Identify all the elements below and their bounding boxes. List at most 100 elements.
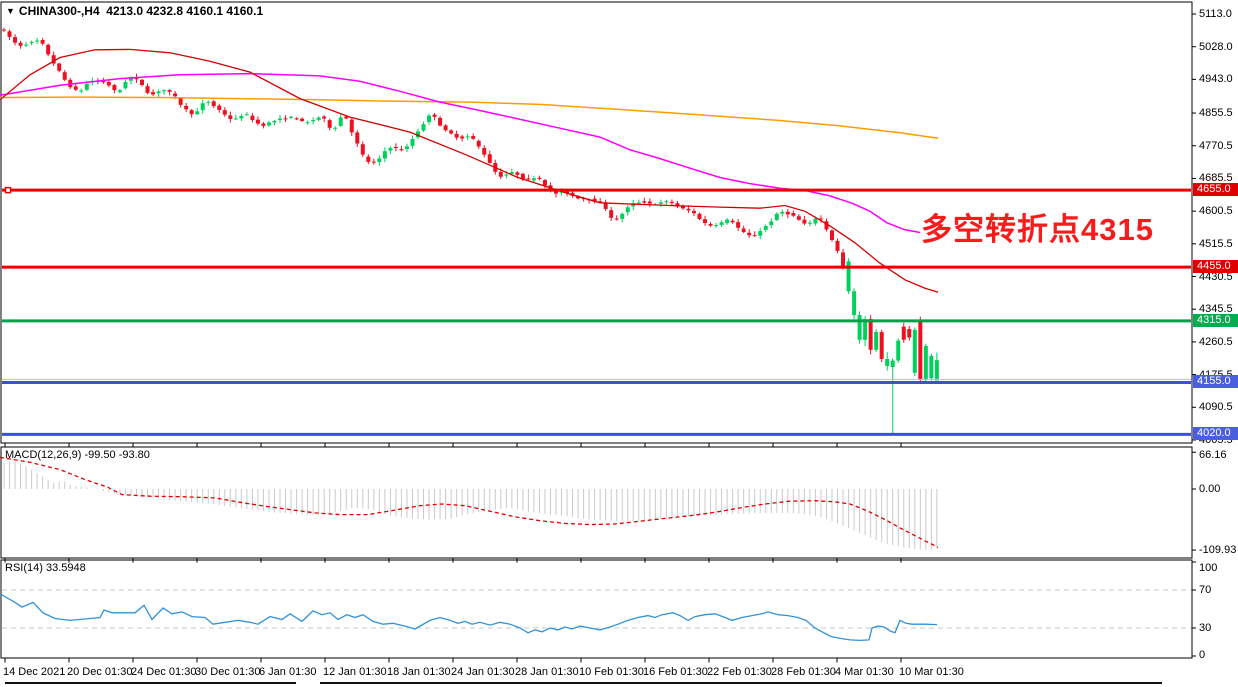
candle-body (736, 222, 741, 228)
candle-body (46, 44, 51, 55)
candle-body (465, 136, 470, 138)
candle-body (156, 91, 161, 94)
candle-body (647, 201, 652, 204)
candle-body (642, 201, 647, 203)
candle-body (195, 111, 200, 115)
candle-body (885, 359, 890, 366)
candle-body (2, 29, 6, 31)
main-chart-panel[interactable] (0, 1, 1193, 444)
candle-body (7, 31, 12, 37)
candle-body (377, 158, 382, 163)
candle-body (449, 130, 454, 134)
candle-body (520, 173, 525, 180)
candle-body (427, 115, 432, 123)
candle-body (476, 140, 481, 147)
candle-body (923, 345, 928, 380)
rsi-series (0, 593, 938, 642)
candle-body (780, 211, 785, 214)
macd-panel[interactable] (0, 446, 1193, 559)
macd-indicator-label: MACD(12,26,9) -99.50 -93.80 (5, 449, 150, 461)
candle-body (123, 81, 128, 89)
candle-body (796, 216, 801, 220)
chevron-down-icon[interactable]: ▼ (6, 6, 15, 16)
candle-body (609, 210, 614, 218)
candle-body (658, 202, 663, 204)
candle-body (327, 120, 332, 128)
candle-body (178, 98, 183, 105)
candle-body (151, 92, 156, 95)
candle-body (703, 219, 708, 223)
candle-body (244, 114, 249, 116)
candle-body (719, 222, 724, 225)
candle-body (18, 42, 23, 46)
chart-header: ▼ CHINA300-,H4 4213.0 4232.8 4160.1 4160.… (6, 4, 263, 18)
rsi-panel[interactable] (0, 559, 1193, 659)
candle-body (29, 41, 34, 43)
candle-body (79, 90, 84, 92)
candle-body (35, 40, 40, 42)
candle-body (929, 355, 934, 379)
candle-body (785, 211, 790, 215)
candle-body (730, 220, 735, 223)
candle-body (101, 80, 106, 83)
candle-body (206, 101, 211, 103)
candle-body (404, 146, 409, 150)
ma-fast-red-line (0, 48, 939, 293)
ma-mid-magenta-line (0, 72, 921, 234)
candle-body (636, 202, 641, 204)
candle-body (344, 116, 349, 119)
candle-body (73, 86, 78, 90)
candle-body (333, 127, 338, 129)
candle-body (504, 174, 509, 176)
line-anchor-handle[interactable] (4, 186, 12, 194)
candle-body (482, 147, 487, 155)
rsi-indicator-label: RSI(14) 33.5948 (5, 562, 86, 574)
rsi-guides (2, 589, 1191, 629)
candle-body (614, 218, 619, 220)
candle-body (460, 136, 465, 139)
candle-body (371, 161, 376, 163)
candle-body (421, 124, 426, 131)
candle-body (399, 149, 404, 151)
candle-body (443, 125, 448, 131)
candle-body (598, 201, 603, 203)
candle-body (835, 240, 840, 251)
candle-body (769, 221, 774, 226)
candle-body (289, 116, 294, 118)
candle-body (625, 207, 630, 213)
candle-body (620, 213, 625, 219)
candle-body (366, 156, 371, 162)
rsi-line (0, 593, 938, 642)
candle-body (664, 201, 669, 203)
candle-body (747, 232, 752, 236)
candle-body (145, 86, 150, 93)
candle-body (526, 178, 531, 180)
candle-body (830, 230, 834, 240)
candle-body (62, 72, 67, 80)
macd-histogram (3, 461, 938, 550)
candle-body (697, 213, 702, 220)
candle-body (393, 146, 398, 149)
candle-body (708, 223, 713, 226)
candle-body (360, 144, 365, 155)
candle-body (167, 90, 172, 92)
candle-body (714, 225, 719, 227)
candle-body (355, 132, 360, 144)
candle-body (576, 196, 581, 199)
candle-body (603, 202, 608, 209)
candle-body (239, 116, 244, 119)
candle-body (117, 90, 122, 93)
candle-body (128, 77, 133, 81)
candle-body (311, 120, 316, 122)
candle-body (283, 118, 288, 120)
candle-body (40, 40, 45, 44)
candle-body (349, 119, 354, 133)
candle-body (338, 117, 343, 126)
candle-body (879, 332, 884, 359)
candle-body (222, 110, 227, 115)
candle-body (934, 360, 939, 381)
level-lines (2, 186, 1191, 436)
candle-body (565, 191, 570, 194)
